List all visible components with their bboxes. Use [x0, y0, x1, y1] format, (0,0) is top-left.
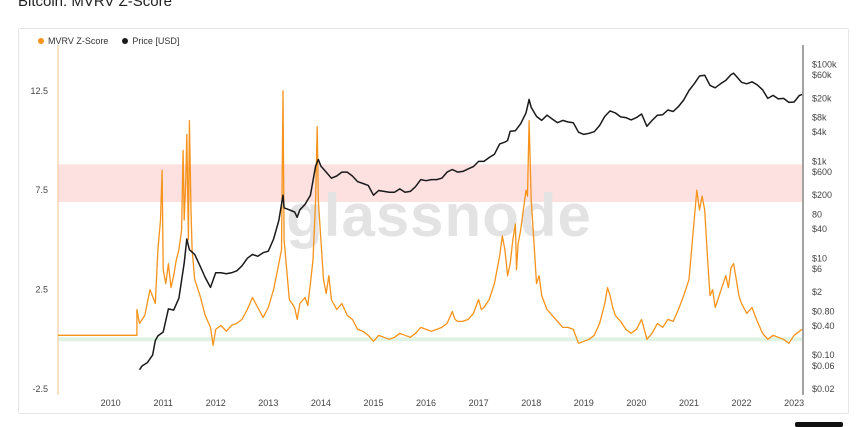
y-right-tick-label: $4k — [812, 127, 827, 137]
series-line-zscore — [58, 90, 803, 346]
y-right-tick-label: $1k — [812, 156, 827, 166]
y-right-tick-label: $6 — [812, 264, 822, 274]
legend: MVRV Z-Score Price [USD] — [38, 36, 179, 46]
y-right-tick-label: $0.02 — [812, 384, 835, 394]
axes-layer: 2010 2011 2012 2013 2014 2015 2016 2017 2018 2019… — [30, 45, 837, 408]
band-green — [58, 337, 802, 342]
legend-item-zscore[interactable]: MVRV Z-Score — [38, 36, 108, 46]
y-left-tick-label: 7.5 — [35, 185, 48, 195]
x-tick-label: 2012 — [206, 398, 226, 408]
y-right-tick-label: $600 — [812, 167, 832, 177]
legend-item-price[interactable]: Price [USD] — [122, 36, 179, 46]
legend-swatch-price — [122, 38, 129, 44]
watermark-text: glassnode — [286, 182, 592, 249]
legend-label-price: Price [USD] — [132, 36, 180, 46]
chart-plot: glassnode 2010 2011 2012 2013 2014 2015 2016 20… — [30, 45, 837, 408]
y-right-tick-label: $0.40 — [812, 321, 835, 331]
legend-label-zscore: MVRV Z-Score — [48, 36, 109, 46]
x-tick-label: 2016 — [416, 398, 436, 408]
y-right-tick-label: $0.10 — [812, 350, 835, 360]
chart-card: MVRV Z-Score Price [USD] glassnode 2010 2… — [18, 28, 849, 414]
series-line-price — [138, 72, 803, 371]
x-tick-label: 2022 — [732, 398, 752, 408]
x-tick-label: 2017 — [469, 398, 489, 408]
x-tick-label: 2023 — [784, 398, 804, 408]
x-tick-label: 2020 — [626, 398, 646, 408]
y-right-tick-label: $60k — [812, 70, 832, 80]
y-right-tick-label: $10 — [812, 253, 827, 263]
y-right-tick-label: $100k — [812, 60, 837, 70]
y-right-tick-label: $0.80 — [812, 306, 835, 316]
y-right-tick-label: $40 — [812, 224, 827, 234]
y-right-tick-label: 80 — [812, 210, 822, 220]
y-left-tick-label: 12.5 — [30, 86, 48, 96]
y-right-tick-label: $8k — [812, 113, 827, 123]
y-left-tick-label: 2.5 — [35, 285, 48, 295]
x-tick-label: 2018 — [521, 398, 541, 408]
series-layer — [58, 72, 803, 371]
page-title: Bitcoin: MVRV Z-Score — [18, 0, 172, 10]
y-right-tick-label: $0.06 — [812, 361, 835, 371]
legend-swatch-zscore — [38, 38, 44, 44]
y-right-tick-label: $20k — [812, 93, 832, 103]
y-left-tick-label: -2.5 — [32, 384, 48, 394]
x-tick-label: 2021 — [679, 398, 699, 408]
y-right-tick-label: $200 — [812, 190, 832, 200]
x-tick-label: 2013 — [258, 398, 278, 408]
x-tick-label: 2010 — [101, 398, 121, 408]
x-tick-label: 2019 — [574, 398, 594, 408]
x-tick-label: 2011 — [153, 398, 172, 408]
y-right-tick-label: $2 — [812, 287, 822, 297]
corner-logo-icon — [795, 422, 843, 427]
x-tick-label: 2014 — [311, 398, 331, 408]
x-tick-label: 2015 — [363, 398, 383, 408]
